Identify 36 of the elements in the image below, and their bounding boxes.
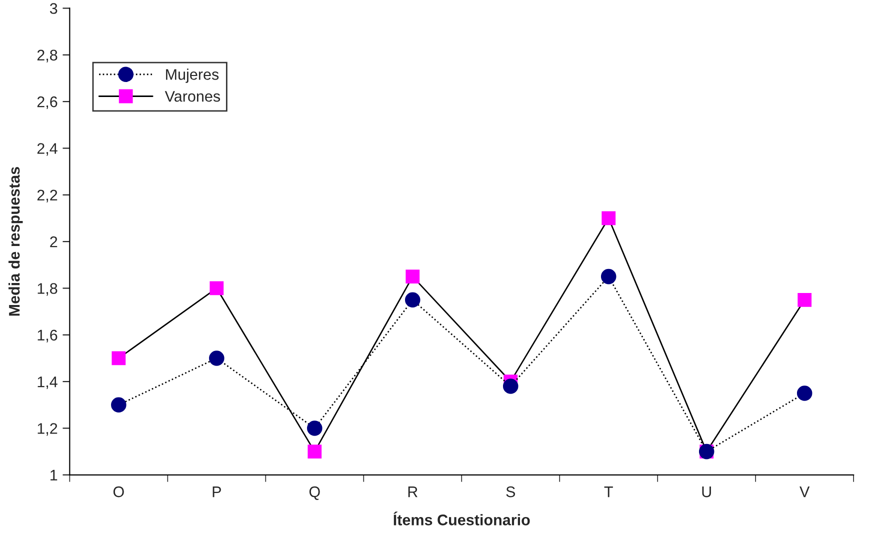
legend-label: Varones: [164, 91, 220, 102]
x-tick-label: U: [702, 486, 711, 498]
y-tick-label: 1,6: [38, 330, 58, 342]
y-tick-label: 3: [50, 3, 58, 14]
x-tick-label: S: [506, 486, 516, 498]
y-tick-label: 2,2: [37, 190, 58, 202]
x-tick-label: V: [800, 486, 810, 498]
point: [209, 350, 224, 366]
x-tick-label: O: [113, 486, 124, 498]
y-axis-title: Media de respuestas: [8, 167, 23, 316]
point: [210, 281, 224, 296]
y-tick-label: 1,4: [38, 376, 58, 390]
point: [404, 292, 420, 308]
x-tick-label: R: [408, 486, 418, 498]
point: [798, 292, 812, 307]
point: [406, 270, 420, 284]
point: [796, 386, 812, 401]
y-tick-label: 1,2: [38, 423, 58, 436]
y-tick-label: 1,8: [38, 283, 58, 296]
y-tick-label: 2,6: [37, 96, 58, 110]
y-tick-label: 2: [50, 236, 58, 248]
point: [602, 211, 616, 226]
point: [502, 378, 518, 394]
x-axis-title: Ítems Cuestionario: [394, 512, 530, 526]
x-tick-label: P: [212, 486, 221, 498]
x-tick-label: T: [604, 486, 613, 498]
point: [307, 420, 322, 436]
x-tick-label: Q: [309, 486, 320, 500]
point: [112, 351, 126, 366]
y-tick-label: 2,4: [37, 143, 58, 156]
y-tick-label: 2,8: [37, 50, 58, 62]
point: [111, 397, 126, 413]
y-tick-label: 1: [50, 470, 58, 480]
point: [308, 444, 322, 458]
point: [600, 268, 616, 284]
legend-label: Mujeres: [166, 68, 219, 83]
